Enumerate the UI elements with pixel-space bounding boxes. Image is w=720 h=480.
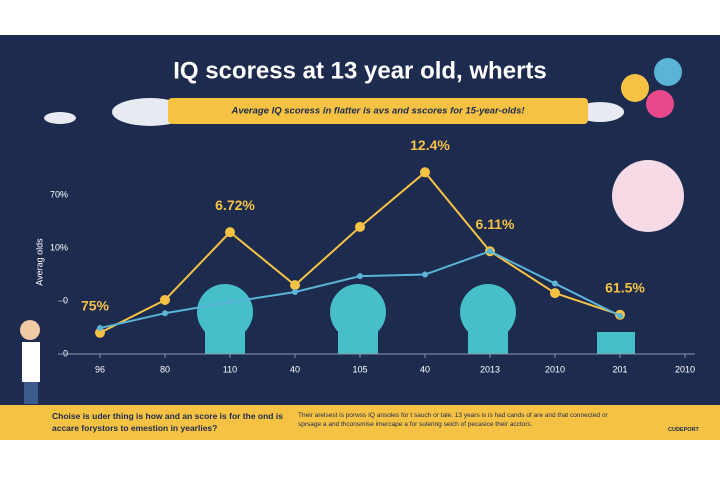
x-tick-label: 110 [223,364,237,374]
data-point [162,310,168,317]
annotation: 75% [81,298,110,314]
x-tick-label: 201 [612,364,627,374]
brain-icon [612,160,684,232]
footer-right: Their arelsest is porwss IQ ansoles for … [298,412,608,428]
x-tick-label: 105 [352,364,367,374]
data-point [617,312,623,319]
x-tick-label: 80 [160,364,170,374]
x-tick-label: 2010 [675,364,695,374]
x-tick-label: 96 [95,364,105,374]
x-tick-label: 40 [290,364,300,374]
heads [197,284,635,354]
bubble-icon [654,58,682,86]
data-point [290,280,300,291]
cloud [44,112,76,124]
data-point [227,299,233,306]
annotation: 61.5% [605,280,645,296]
person [20,320,40,404]
y-tick-label: 0 [63,348,68,358]
data-point [552,280,558,287]
data-point [95,327,105,338]
data-point [487,248,493,255]
data-point [550,288,560,299]
data-point [160,294,170,305]
chart: IQ scoress at 13 year old, wherts Averag… [0,35,720,405]
y-axis-label: Averag olds [34,238,44,286]
footer-left: Choise is uder thing is how and an score… [52,411,283,433]
data-point [292,289,298,296]
y-tick-label: 0 [63,295,68,305]
x-tick-label: 40 [420,364,430,374]
footer: Choise is uder thing is how and an score… [0,405,720,440]
logo: CUDEPORT [668,427,699,433]
annotation: 6.11% [476,216,515,232]
annotation: 12.4% [410,137,450,153]
data-point [225,227,235,238]
chart-title: IQ scoress at 13 year old, wherts [173,57,547,84]
y-tick-label: 70% [50,189,68,199]
chart-subtitle: Average IQ scoress in flatter is avs and… [230,106,524,117]
x-tick-label: 2013 [480,364,500,374]
y-tick-label: 10% [50,242,68,252]
subtitle-box [168,98,588,124]
x-tick-label: 2010 [545,364,565,374]
bubble-icon [621,74,649,102]
data-point [357,273,363,280]
data-point [355,221,365,232]
data-point [422,271,428,278]
data-point [420,167,430,178]
annotation: 6.72% [215,197,255,213]
data-point [97,325,103,332]
bubble-icon [646,90,674,118]
